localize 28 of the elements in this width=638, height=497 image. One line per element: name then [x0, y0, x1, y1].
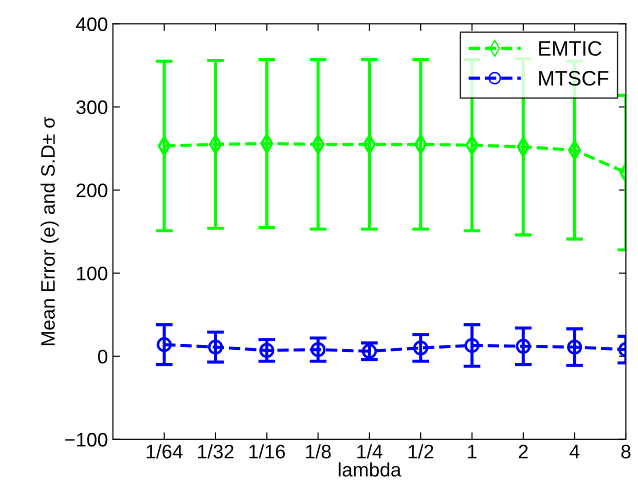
y-tick-label: 300	[76, 100, 108, 114]
x-tick-label: 1/64	[146, 444, 183, 458]
point	[464, 338, 480, 353]
y-tick-label: 100	[77, 266, 108, 280]
x-tick-label: 1/32	[198, 444, 234, 458]
y-tick-label: 0	[98, 350, 108, 364]
x-tick-label: 1/8	[306, 444, 331, 458]
legend-label: MTSCF	[539, 70, 608, 86]
x-tick-label: 1	[468, 444, 476, 458]
x-tick-label: 1/2	[408, 444, 434, 458]
point	[156, 337, 172, 352]
point	[516, 338, 531, 354]
y-tick-label: −100	[65, 432, 108, 447]
legend-label: EMTIC	[539, 41, 602, 56]
point	[208, 340, 224, 355]
x-tick-label: 4	[570, 444, 580, 458]
point	[567, 340, 582, 355]
y-axis-title: Mean Error (e) and S.D± σ	[40, 116, 59, 346]
point	[310, 342, 326, 358]
point	[413, 340, 428, 356]
x-axis-title: lambda	[338, 462, 402, 477]
point	[259, 342, 274, 358]
y-tick-label: 400	[76, 17, 108, 32]
x-tick-label: 1/16	[249, 444, 285, 458]
x-tick-label: 8	[621, 444, 630, 458]
x-tick-label: 1/4	[357, 444, 382, 458]
y-tick-label: 200	[76, 184, 108, 198]
x-tick-label: 2	[518, 444, 528, 458]
